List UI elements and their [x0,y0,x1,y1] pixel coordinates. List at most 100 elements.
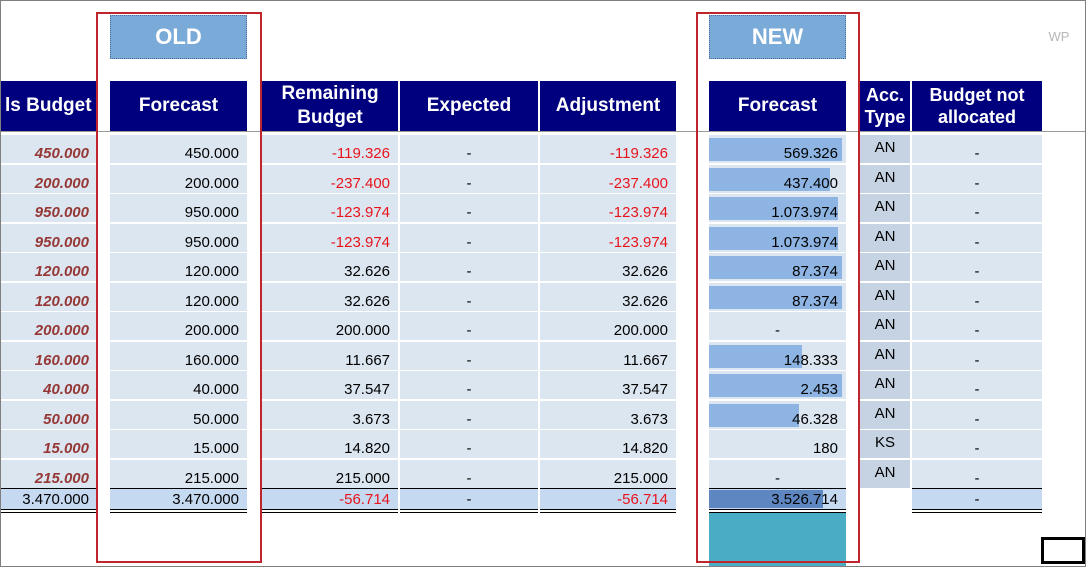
cell-forecast-new[interactable]: - [709,312,846,340]
cell-forecast-old[interactable]: 200.000 [110,164,247,193]
cell-forecast-new[interactable]: 87.374 [709,253,846,281]
cell-forecast-old[interactable]: 950.000 [110,194,247,222]
cell-expected[interactable]: - [400,371,538,399]
cell-remaining-budget[interactable]: -237.400 [262,164,398,193]
cell-expected[interactable]: - [400,164,538,193]
total-forecast-old[interactable]: 3.470.000 [110,488,247,509]
cell-remaining-budget[interactable]: 32.626 [262,253,398,281]
cell-remaining-budget[interactable]: -123.974 [262,223,398,252]
total-forecast-new[interactable]: 3.526.714 [709,488,846,509]
cell-budget[interactable]: 200.000 [1,312,97,340]
cell-forecast-new[interactable]: 180 [709,430,846,458]
cell-adjustment[interactable]: 215.000 [540,459,676,488]
cell-remaining-budget[interactable]: 37.547 [262,371,398,399]
header-forecast-old[interactable]: Forecast [110,81,247,131]
cell-expected[interactable]: - [400,400,538,429]
cell-expected[interactable]: - [400,282,538,311]
cell-budget[interactable]: 950.000 [1,194,97,222]
cell-forecast-old[interactable]: 450.000 [110,135,247,163]
cell-adjustment[interactable]: 3.673 [540,400,676,429]
cell-acc-type[interactable]: AN [860,164,910,193]
cell-acc-type[interactable]: AN [860,400,910,429]
cell-remaining-budget[interactable]: 11.667 [262,341,398,370]
cell-forecast-new[interactable]: 1.073.974 [709,194,846,222]
cell-adjustment[interactable]: 32.626 [540,253,676,281]
cell-remaining-budget[interactable]: 32.626 [262,282,398,311]
total-budget[interactable]: 3.470.000 [1,488,97,509]
cell-acc-type[interactable]: AN [860,459,910,488]
total-remaining[interactable]: -56.714 [262,488,398,509]
cell-expected[interactable]: - [400,312,538,340]
cell-budget-not-allocated[interactable]: - [912,400,1042,429]
cell-budget[interactable]: 215.000 [1,459,97,488]
selected-cell-outline[interactable] [1041,537,1085,564]
header-forecast-new[interactable]: Forecast [709,81,846,131]
total-expected[interactable]: - [400,488,538,509]
cell-forecast-old[interactable]: 200.000 [110,312,247,340]
cell-remaining-budget[interactable]: 14.820 [262,430,398,458]
cell-adjustment[interactable]: -123.974 [540,223,676,252]
cell-remaining-budget[interactable]: 215.000 [262,459,398,488]
cell-budget-not-allocated[interactable]: - [912,341,1042,370]
cell-forecast-old[interactable]: 160.000 [110,341,247,370]
cell-forecast-old[interactable]: 120.000 [110,253,247,281]
cell-forecast-old[interactable]: 120.000 [110,282,247,311]
cell-expected[interactable]: - [400,194,538,222]
cell-budget-not-allocated[interactable]: - [912,223,1042,252]
cell-forecast-new[interactable]: 437.400 [709,164,846,193]
cell-adjustment[interactable]: 14.820 [540,430,676,458]
cell-adjustment[interactable]: -123.974 [540,194,676,222]
cell-forecast-new[interactable]: 87.374 [709,282,846,311]
cell-forecast-new[interactable]: - [709,459,846,488]
cell-budget[interactable]: 200.000 [1,164,97,193]
cell-adjustment[interactable]: 32.626 [540,282,676,311]
header-budget-not-allocated[interactable]: Budget not allocated [912,81,1042,131]
cell-remaining-budget[interactable]: -123.974 [262,194,398,222]
cell-expected[interactable]: - [400,341,538,370]
cell-expected[interactable]: - [400,430,538,458]
cell-forecast-old[interactable]: 215.000 [110,459,247,488]
cell-budget[interactable]: 50.000 [1,400,97,429]
total-budget-not-allocated[interactable]: - [912,488,1042,509]
cell-acc-type[interactable]: AN [860,253,910,281]
cell-adjustment[interactable]: -119.326 [540,135,676,163]
header-acc-type[interactable]: Acc. Type [860,81,910,131]
cell-forecast-new[interactable]: 148.333 [709,341,846,370]
cell-budget[interactable]: 160.000 [1,341,97,370]
cell-remaining-budget[interactable]: 200.000 [262,312,398,340]
cell-expected[interactable]: - [400,135,538,163]
cell-forecast-new[interactable]: 1.073.974 [709,223,846,252]
cell-forecast-new[interactable]: 46.328 [709,400,846,429]
cell-acc-type[interactable]: AN [860,223,910,252]
cell-budget-not-allocated[interactable]: - [912,164,1042,193]
cell-forecast-old[interactable]: 50.000 [110,400,247,429]
cell-expected[interactable]: - [400,253,538,281]
cell-budget-not-allocated[interactable]: - [912,253,1042,281]
cell-expected[interactable]: - [400,459,538,488]
cell-adjustment[interactable]: 11.667 [540,341,676,370]
cell-forecast-old[interactable]: 950.000 [110,223,247,252]
cell-expected[interactable]: - [400,223,538,252]
cell-acc-type[interactable]: AN [860,282,910,311]
cell-adjustment[interactable]: 37.547 [540,371,676,399]
cell-forecast-old[interactable]: 15.000 [110,430,247,458]
cell-acc-type[interactable]: AN [860,341,910,370]
cell-budget-not-allocated[interactable]: - [912,459,1042,488]
cell-remaining-budget[interactable]: 3.673 [262,400,398,429]
cell-budget[interactable]: 120.000 [1,282,97,311]
cell-budget-not-allocated[interactable]: - [912,135,1042,163]
cell-remaining-budget[interactable]: -119.326 [262,135,398,163]
header-adjustment[interactable]: Adjustment [540,81,676,131]
cell-adjustment[interactable]: 200.000 [540,312,676,340]
cell-budget[interactable]: 450.000 [1,135,97,163]
cell-acc-type[interactable]: AN [860,194,910,222]
cell-budget[interactable]: 950.000 [1,223,97,252]
cell-budget[interactable]: 15.000 [1,430,97,458]
header-budget[interactable]: ls Budget [1,81,97,131]
total-adjustment[interactable]: -56.714 [540,488,676,509]
header-expected[interactable]: Expected [400,81,538,131]
cell-budget-not-allocated[interactable]: - [912,312,1042,340]
cell-forecast-old[interactable]: 40.000 [110,371,247,399]
cell-budget[interactable]: 40.000 [1,371,97,399]
cell-forecast-new[interactable]: 569.326 [709,135,846,163]
